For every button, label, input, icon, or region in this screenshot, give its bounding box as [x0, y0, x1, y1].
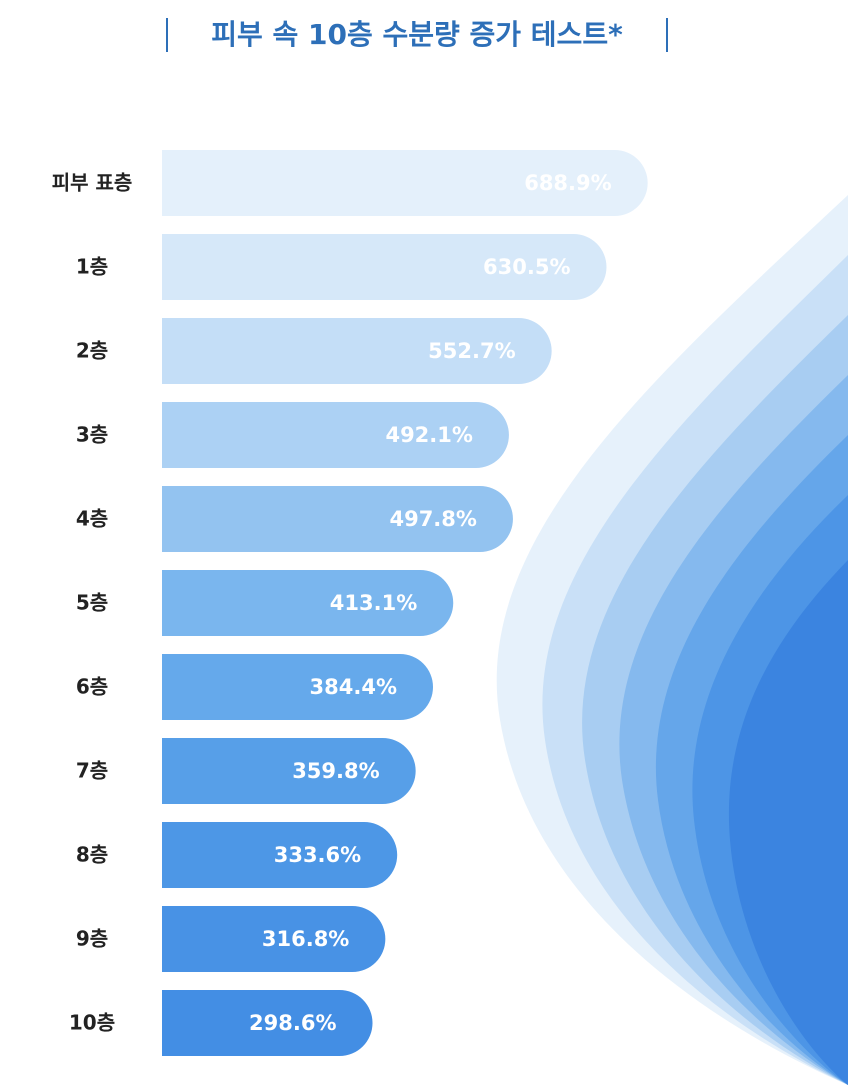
bar [162, 150, 648, 216]
category-label: 3층 [76, 423, 108, 447]
category-label: 6층 [76, 675, 108, 699]
category-label: 10층 [69, 1011, 115, 1035]
value-label: 492.1% [385, 423, 472, 447]
value-label: 497.8% [389, 507, 476, 531]
value-label: 688.9% [524, 171, 611, 195]
value-label: 359.8% [292, 759, 379, 783]
value-label: 552.7% [428, 339, 515, 363]
value-label: 333.6% [274, 843, 361, 867]
value-label: 384.4% [310, 675, 397, 699]
value-label: 316.8% [262, 927, 349, 951]
wave [728, 560, 848, 1085]
value-label: 630.5% [483, 255, 570, 279]
category-label: 9층 [76, 927, 108, 951]
value-label: 413.1% [330, 591, 417, 615]
bar [162, 738, 416, 804]
bar [162, 990, 373, 1056]
decorative-waves [496, 195, 848, 1085]
bar [162, 402, 509, 468]
bar [162, 318, 552, 384]
bar [162, 654, 434, 720]
bar [162, 822, 398, 888]
category-label: 7층 [76, 759, 108, 783]
value-label: 298.6% [249, 1011, 336, 1035]
category-label: 4층 [76, 507, 108, 531]
category-label: 5층 [76, 591, 108, 615]
bar [162, 906, 386, 972]
bar [162, 486, 513, 552]
chart-title: 피부 속 10층 수분량 증가 테스트* [211, 18, 623, 51]
category-label: 8층 [76, 843, 108, 867]
category-label: 피부 표층 [52, 171, 133, 195]
category-label: 1층 [76, 255, 108, 279]
bar [162, 234, 607, 300]
category-label: 2층 [76, 339, 108, 363]
bar [162, 570, 454, 636]
